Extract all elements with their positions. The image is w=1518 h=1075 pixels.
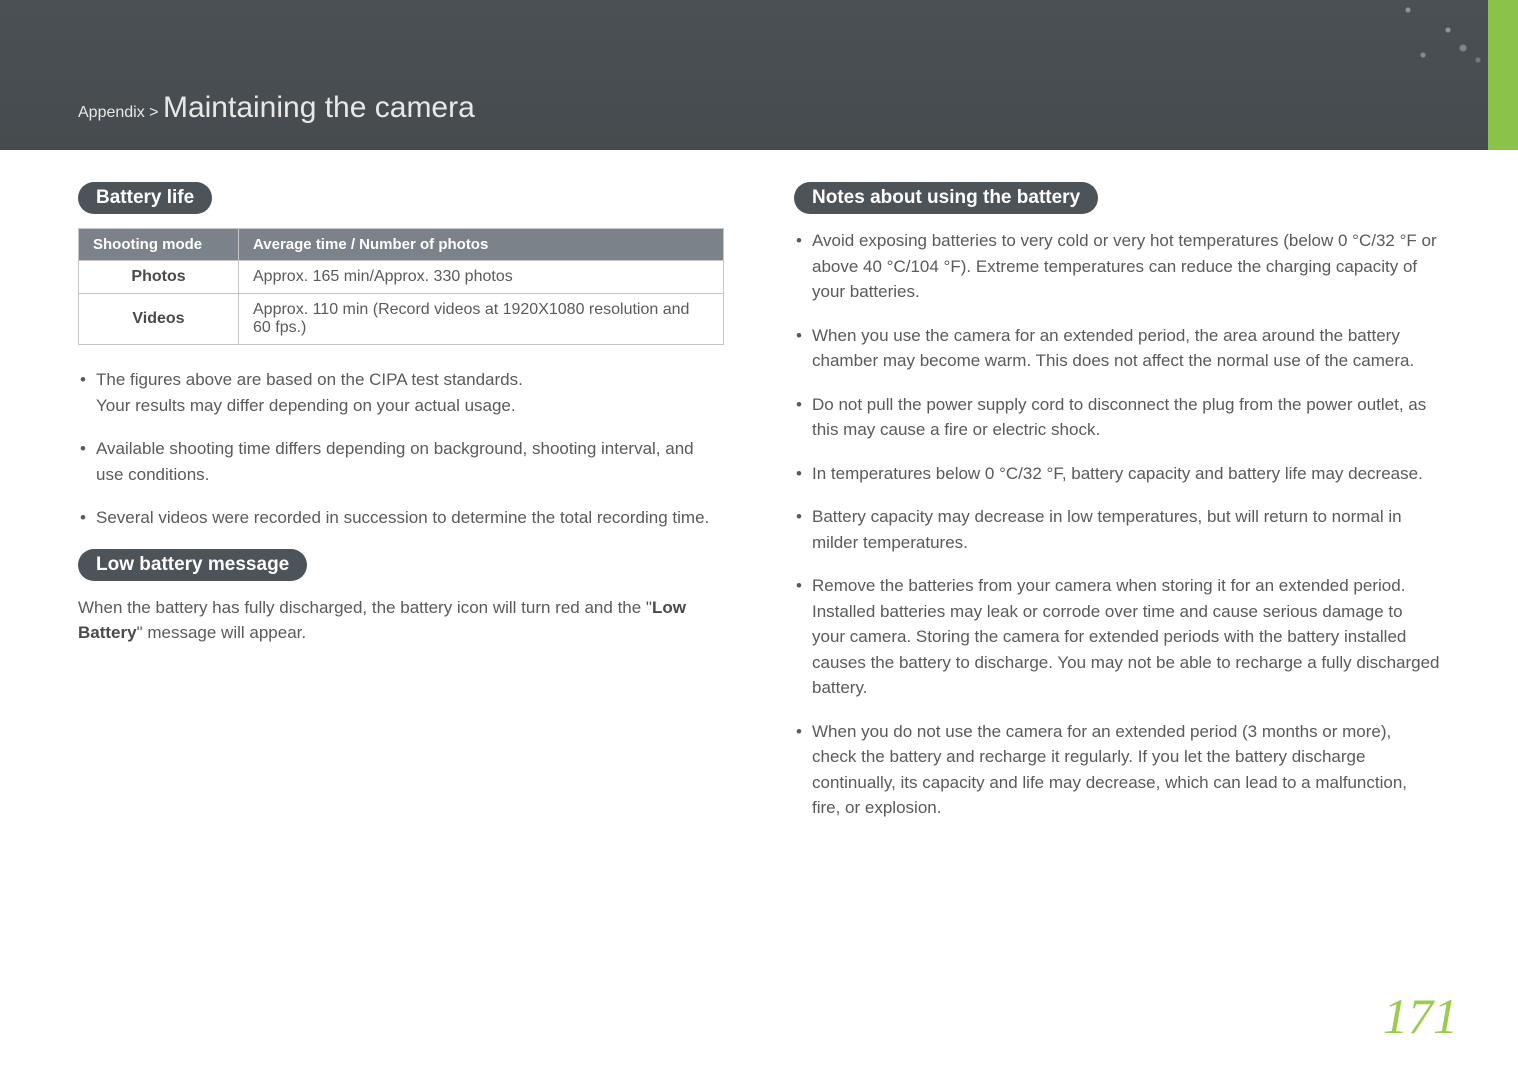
page-header: Appendix > Maintaining the camera bbox=[0, 0, 1518, 150]
table-cell-val-videos: Approx. 110 min (Record videos at 1920X1… bbox=[239, 294, 724, 345]
low-battery-heading: Low battery message bbox=[78, 549, 307, 581]
notes-heading: Notes about using the battery bbox=[794, 182, 1098, 214]
list-item: The figures above are based on the CIPA … bbox=[78, 367, 724, 418]
content-area: Battery life Shooting mode Average time … bbox=[0, 150, 1518, 839]
page-number: 171 bbox=[1383, 987, 1458, 1045]
battery-life-notes-list: The figures above are based on the CIPA … bbox=[78, 367, 724, 531]
list-item: Several videos were recorded in successi… bbox=[78, 505, 724, 531]
table-row: Videos Approx. 110 min (Record videos at… bbox=[79, 294, 724, 345]
list-item: Remove the batteries from your camera wh… bbox=[794, 573, 1440, 701]
low-battery-text-pre: When the battery has fully discharged, t… bbox=[78, 598, 652, 617]
table-cell-mode-videos: Videos bbox=[79, 294, 239, 345]
battery-notes-list: Avoid exposing batteries to very cold or… bbox=[794, 228, 1440, 821]
left-column: Battery life Shooting mode Average time … bbox=[78, 182, 724, 839]
list-item: Do not pull the power supply cord to dis… bbox=[794, 392, 1440, 443]
list-item: When you do not use the camera for an ex… bbox=[794, 719, 1440, 821]
table-cell-mode-photos: Photos bbox=[79, 261, 239, 294]
right-column: Notes about using the battery Avoid expo… bbox=[794, 182, 1440, 839]
breadcrumb-prefix: Appendix > bbox=[78, 104, 163, 121]
battery-life-table: Shooting mode Average time / Number of p… bbox=[78, 228, 724, 345]
table-header-mode: Shooting mode bbox=[79, 229, 239, 261]
table-header-avg: Average time / Number of photos bbox=[239, 229, 724, 261]
list-text-line1: The figures above are based on the CIPA … bbox=[96, 370, 523, 389]
list-item: Available shooting time differs dependin… bbox=[78, 436, 724, 487]
header-decorative-dots bbox=[1328, 0, 1488, 100]
header-accent-bar bbox=[1488, 0, 1518, 150]
breadcrumb-title: Maintaining the camera bbox=[163, 91, 475, 124]
table-cell-val-photos: Approx. 165 min/Approx. 330 photos bbox=[239, 261, 724, 294]
breadcrumb: Appendix > Maintaining the camera bbox=[78, 91, 475, 125]
low-battery-text: When the battery has fully discharged, t… bbox=[78, 595, 724, 646]
table-row: Photos Approx. 165 min/Approx. 330 photo… bbox=[79, 261, 724, 294]
list-item: When you use the camera for an extended … bbox=[794, 323, 1440, 374]
table-header-row: Shooting mode Average time / Number of p… bbox=[79, 229, 724, 261]
list-item: Avoid exposing batteries to very cold or… bbox=[794, 228, 1440, 305]
list-item: In temperatures below 0 °C/32 °F, batter… bbox=[794, 461, 1440, 487]
list-text-line2: Your results may differ depending on you… bbox=[96, 396, 516, 415]
list-item: Battery capacity may decrease in low tem… bbox=[794, 504, 1440, 555]
battery-life-heading: Battery life bbox=[78, 182, 212, 214]
low-battery-text-post: " message will appear. bbox=[137, 623, 307, 642]
